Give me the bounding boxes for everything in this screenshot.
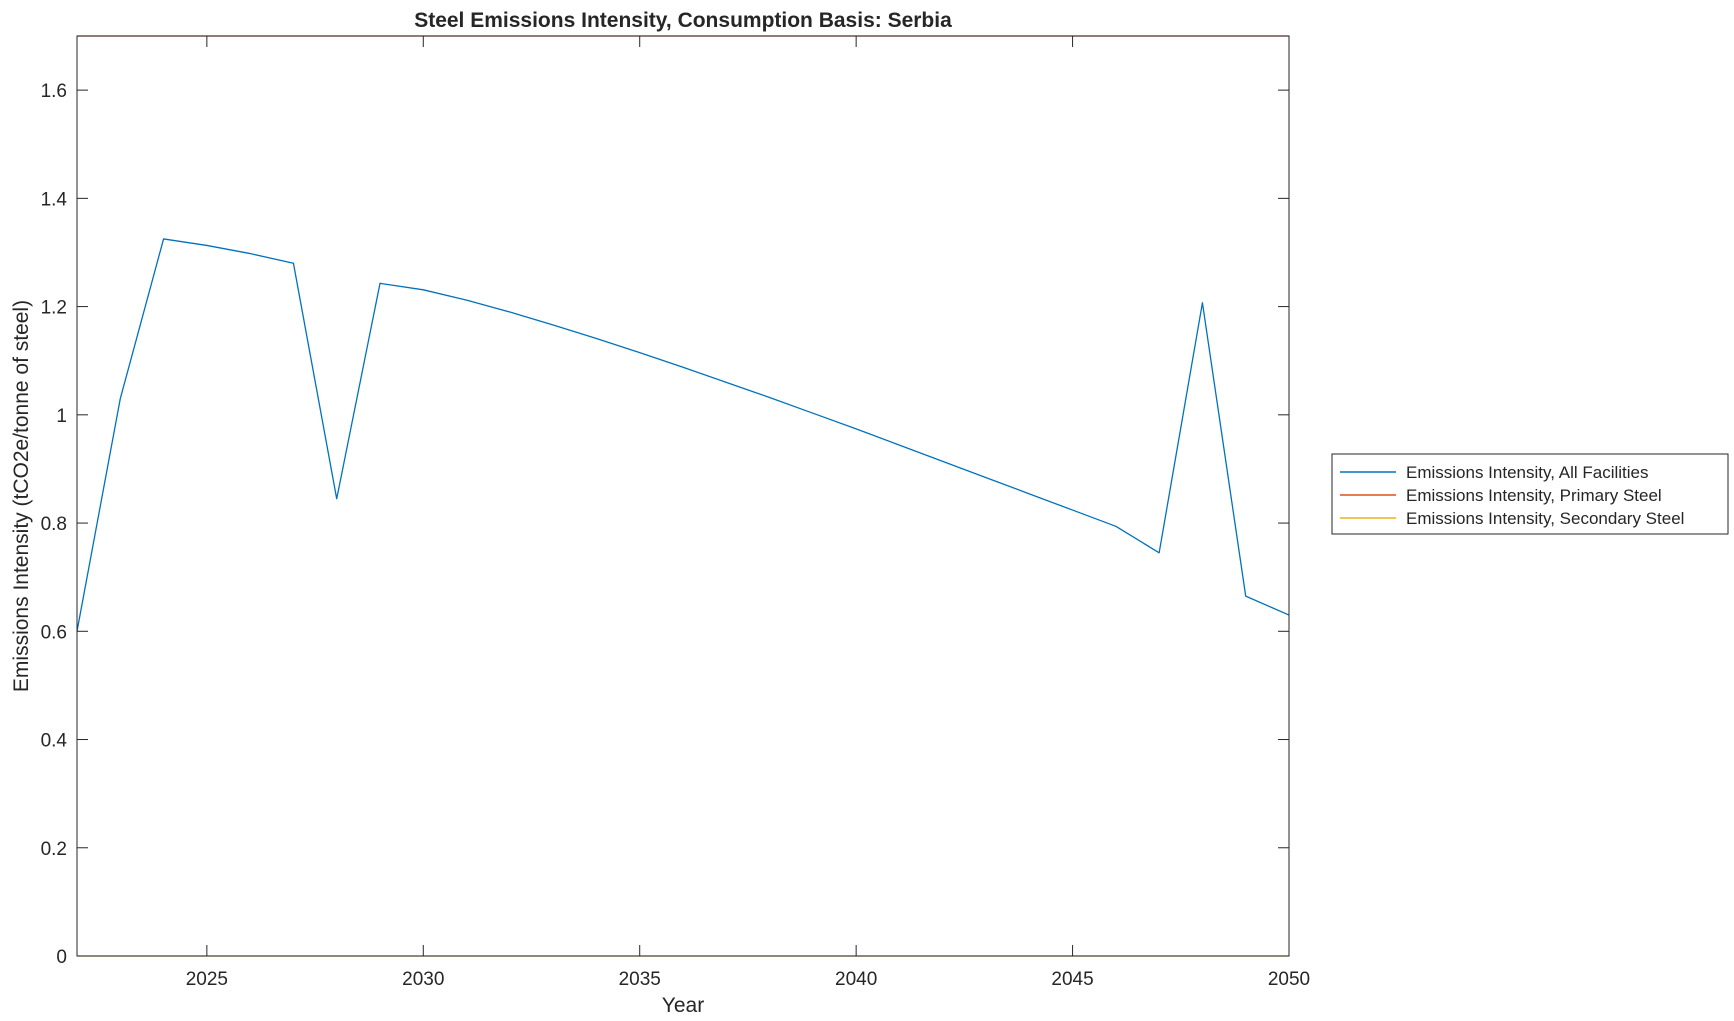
x-tick-label: 2040	[835, 969, 877, 990]
plot-frame	[76, 35, 1290, 957]
x-tick-label: 2035	[619, 969, 661, 990]
legend-label: Emissions Intensity, Primary Steel	[1406, 486, 1662, 505]
x-tick-label: 2050	[1268, 969, 1310, 990]
y-tick-label: 1.2	[41, 298, 67, 319]
y-tick-label: 0.4	[41, 731, 68, 752]
plot-area	[77, 36, 1289, 956]
y-tick-label: 1.4	[41, 189, 68, 210]
x-tick-label: 2045	[1051, 969, 1093, 990]
y-tick-label: 1	[56, 406, 67, 427]
series-line-1	[76, 238, 1290, 632]
x-tick-label: 2025	[186, 969, 228, 990]
legend-box	[1331, 453, 1729, 535]
y-tick-label: 0.6	[41, 622, 67, 643]
y-tick-label: 0.2	[41, 839, 67, 860]
legend-label: Emissions Intensity, Secondary Steel	[1406, 509, 1684, 528]
x-tick-label: 2030	[402, 969, 444, 990]
legend-label: Emissions Intensity, All Facilities	[1406, 463, 1648, 482]
y-axis-title: Emissions Intensity (tCO2e/tonne of stee…	[10, 300, 33, 692]
chart-title: Steel Emissions Intensity, Consumption B…	[414, 9, 952, 32]
x-axis-title: Year	[662, 994, 704, 1017]
y-axis: 0 0.2 0.4 0.6 0.8 1 1.2 1.4 1.6	[41, 81, 1289, 968]
y-tick-label: 1.6	[41, 81, 67, 102]
legend: Emissions Intensity, All Facilities Emiss…	[1331, 453, 1729, 535]
y-tick-label: 0.8	[41, 514, 67, 535]
y-tick-label: 0	[56, 947, 67, 968]
x-axis: 2025 2030 2035 2040 2045 2050	[186, 36, 1310, 990]
